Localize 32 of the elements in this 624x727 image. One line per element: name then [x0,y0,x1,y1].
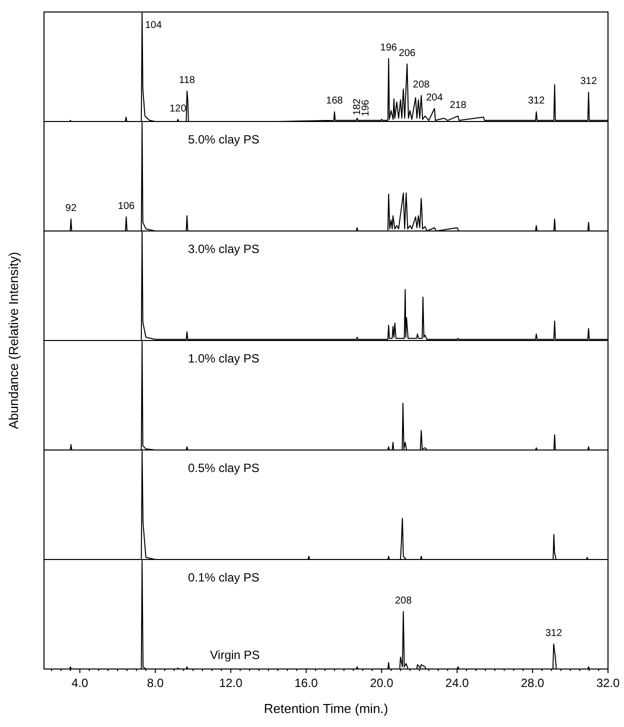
annotation: 206 [398,48,416,59]
text: 3.0% clay PS [188,242,260,256]
y-axis-title: Abundance (Relative Intensity) [6,252,21,430]
annotation: 196 [360,99,372,116]
annotation: 104 [145,20,162,31]
annotation: 204 [426,92,444,104]
x-tick-label: 16.0 [294,676,318,690]
annotation: 196 [380,42,398,54]
x-tick-label: 20.0 [370,676,394,690]
annotation: 92 [65,203,77,214]
x-tick-label: 32.0 [596,676,620,690]
annotation: 312 [545,628,562,640]
text: 0.5% clay PS [188,461,260,475]
x-axis-title: Retention Time (min.) [264,701,388,716]
annotation: 208 [394,595,412,606]
x-tick-label: 28.0 [520,676,545,690]
annotation: 118 [179,75,196,86]
text: Virgin PS [210,648,260,662]
annotation: 218 [450,100,467,112]
text: 5.0% clay PS [188,132,260,146]
annotation: 312 [528,96,546,107]
annotation: 312 [580,76,598,88]
annotation: 168 [326,96,344,107]
annotation: 106 [118,200,136,212]
text: 0.1% clay PS [188,570,260,584]
text: 1.0% clay PS [188,352,260,366]
annotation: 120 [170,103,187,114]
x-tick-label: 8.0 [146,676,164,690]
x-tick-label: 4.0 [71,676,89,690]
x-tick-label: 24.0 [445,676,470,690]
x-tick-label: 12.0 [219,676,243,690]
annotation: 208 [412,79,430,90]
